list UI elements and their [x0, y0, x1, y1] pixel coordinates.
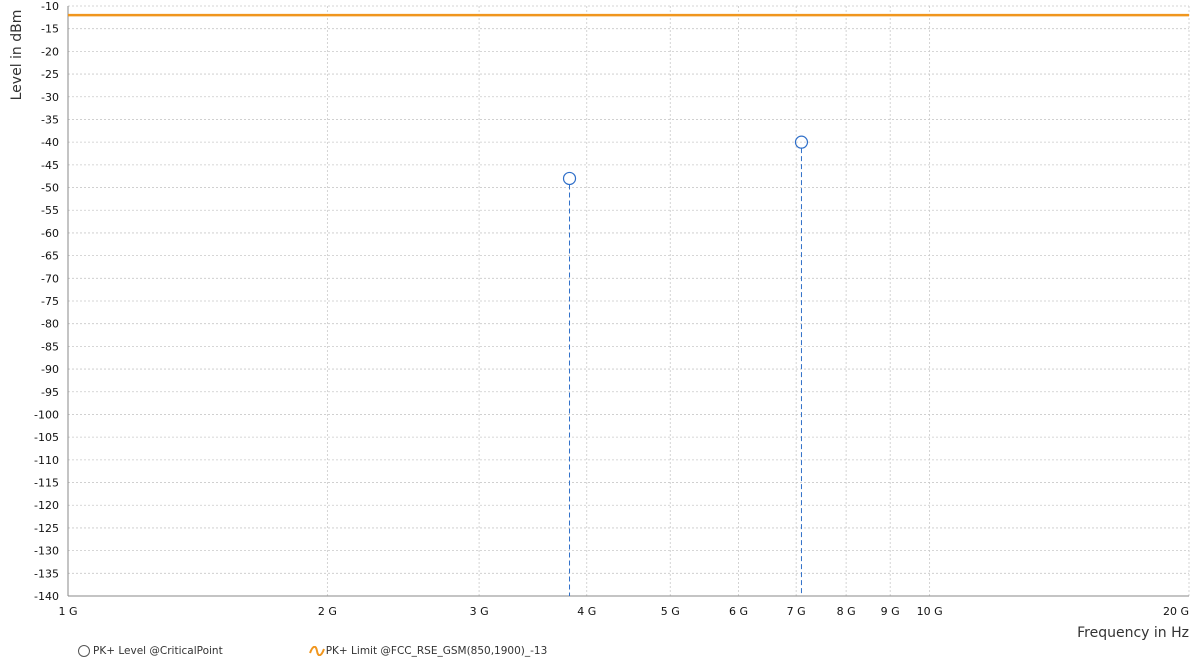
y-tick-label: -65 [41, 250, 59, 263]
x-tick-label: 7 G [787, 605, 806, 618]
x-tick-label: 9 G [881, 605, 900, 618]
x-tick-label: 20 G [1163, 605, 1189, 618]
y-tick-label: -110 [34, 454, 59, 467]
x-tick-label: 4 G [577, 605, 596, 618]
x-axis-ticks: 1 G 2 G 3 G 4 G 5 G 6 G 7 G 8 G 9 G 10 G 20 G [58, 605, 1189, 618]
y-tick-label: -20 [41, 45, 59, 58]
y-tick-label: -70 [41, 272, 59, 285]
legend-label-level: PK+ Level @CriticalPoint [93, 645, 223, 657]
y-tick-label: -35 [41, 113, 59, 126]
x-tick-label: 10 G [917, 605, 943, 618]
data-point-marker [794, 135, 809, 149]
y-tick-label: -130 [34, 545, 59, 558]
y-tick-label: -140 [34, 590, 59, 603]
legend-item-level: PK+ Level @CriticalPoint [78, 645, 223, 657]
x-tick-label: 3 G [470, 605, 489, 618]
y-tick-label: -125 [34, 522, 59, 535]
series-layer [68, 13, 1189, 596]
y-tick-label: -15 [41, 23, 59, 36]
x-tick-label: 1 G [58, 605, 77, 618]
y-tick-label: -135 [34, 567, 59, 580]
y-tick-label: -100 [34, 408, 59, 421]
y-tick-label: -75 [41, 295, 59, 308]
y-tick-label: -25 [41, 68, 59, 81]
y-tick-label: -80 [41, 318, 59, 331]
grid [67, 5, 1190, 597]
y-tick-label: -50 [41, 182, 59, 195]
legend-item-limit: PK+ Limit @FCC_RSE_GSM(850,1900)_-13 [308, 645, 548, 657]
data-point-marker [562, 171, 577, 186]
y-tick-label: -40 [41, 136, 59, 149]
y-tick-label: -95 [41, 386, 59, 399]
y-tick-label: -105 [34, 431, 59, 444]
y-tick-label: -55 [41, 204, 59, 217]
x-axis-label: Frequency in Hz [1077, 625, 1189, 641]
y-tick-label: -90 [41, 363, 59, 376]
x-tick-label: 6 G [729, 605, 748, 618]
y-tick-label: -60 [41, 227, 59, 240]
y-tick-label: -10 [41, 0, 59, 13]
legend-label-limit: PK+ Limit @FCC_RSE_GSM(850,1900)_-13 [325, 645, 548, 657]
x-tick-label: 5 G [661, 605, 680, 618]
y-tick-label: -120 [34, 499, 59, 512]
legend: PK+ Level @CriticalPoint PK+ Limit @FCC_… [78, 645, 633, 657]
wave-line-icon [308, 646, 325, 656]
y-tick-label: -85 [41, 340, 59, 353]
y-axis-label: Level in dBm [9, 10, 25, 101]
x-tick-label: 8 G [837, 605, 856, 618]
circle-marker-icon [78, 645, 90, 657]
y-axis-ticks: -10 -15 -20 -25 -30 -35 -40 -45 -50 -55 -60 -65 -70 -… [34, 0, 59, 603]
y-tick-label: -30 [41, 91, 59, 104]
y-tick-label: -45 [41, 159, 59, 172]
x-tick-label: 2 G [318, 605, 337, 618]
y-tick-label: -115 [34, 477, 59, 490]
